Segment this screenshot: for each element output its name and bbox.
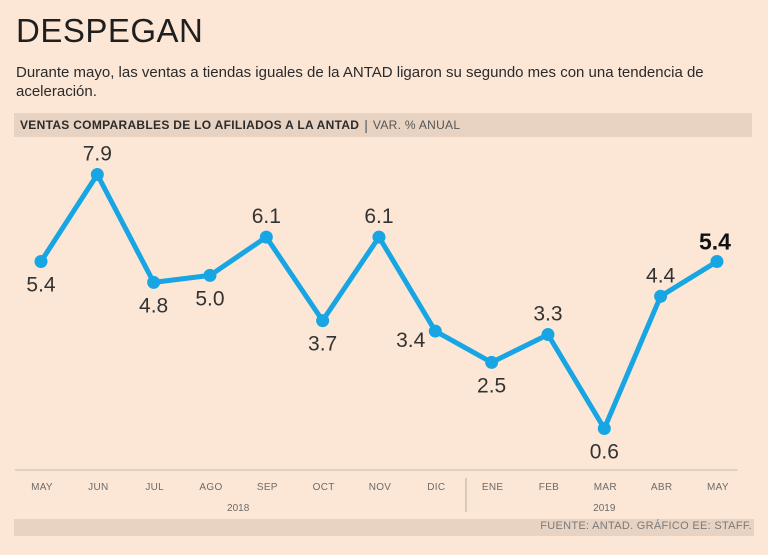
chart-header-title: VENTAS COMPARABLES DE LO AFILIADOS A LA … bbox=[20, 118, 360, 132]
data-point bbox=[259, 230, 273, 244]
data-point bbox=[147, 275, 161, 289]
year-group-label: 2019 bbox=[593, 503, 616, 514]
x-tick-label: JUL bbox=[145, 482, 164, 493]
data-label: 0.6 bbox=[590, 441, 619, 464]
x-tick-label: FEB bbox=[539, 482, 559, 493]
x-tick-label: JUN bbox=[88, 482, 108, 493]
data-point bbox=[90, 167, 104, 181]
chart-header-bar: VENTAS COMPARABLES DE LO AFILIADOS A LA … bbox=[14, 113, 752, 137]
data-point bbox=[485, 355, 499, 369]
chart-header-unit: VAR. % ANUAL bbox=[372, 118, 461, 132]
chart-title: DESPEGAN bbox=[16, 12, 204, 49]
data-label: 4.4 bbox=[646, 264, 676, 287]
data-point bbox=[654, 289, 668, 303]
data-point bbox=[34, 254, 48, 268]
data-label: 2.5 bbox=[477, 374, 506, 397]
data-label: 5.4 bbox=[699, 228, 731, 254]
chart-subtitle: Durante mayo, las ventas a tiendas igual… bbox=[16, 64, 704, 100]
data-label: 5.4 bbox=[26, 273, 56, 296]
data-label: 3.7 bbox=[308, 333, 337, 356]
data-point bbox=[710, 254, 724, 268]
x-tick-label: NOV bbox=[369, 482, 392, 493]
source-note: FUENTE: ANTAD. GRÁFICO EE: STAFF. bbox=[540, 520, 752, 532]
footer-bar bbox=[14, 519, 754, 536]
x-tick-label: OCT bbox=[313, 482, 335, 493]
data-label: 3.3 bbox=[533, 303, 562, 326]
data-label: 4.8 bbox=[139, 294, 168, 317]
x-tick-label: MAY bbox=[707, 482, 729, 493]
x-tick-label: ENE bbox=[482, 482, 503, 493]
data-label: 7.9 bbox=[83, 142, 112, 165]
x-tick-label: MAR bbox=[594, 482, 617, 493]
data-label: 6.1 bbox=[252, 205, 281, 228]
data-point bbox=[203, 268, 217, 282]
chart-header-separator: | bbox=[364, 117, 368, 133]
x-tick-label: ABR bbox=[651, 482, 672, 493]
data-point bbox=[541, 328, 555, 342]
data-label: 5.0 bbox=[195, 287, 224, 310]
x-tick-label: MAY bbox=[31, 482, 53, 493]
data-point bbox=[597, 422, 611, 436]
year-group-label: 2018 bbox=[227, 503, 250, 514]
x-tick-label: AGO bbox=[199, 482, 222, 493]
data-point bbox=[316, 314, 330, 328]
data-point bbox=[428, 324, 442, 338]
data-label: 6.1 bbox=[364, 205, 393, 228]
x-tick-label: DIC bbox=[427, 482, 445, 493]
x-tick-label: SEP bbox=[257, 482, 278, 493]
data-point bbox=[372, 230, 386, 244]
data-label: 3.4 bbox=[396, 329, 426, 352]
